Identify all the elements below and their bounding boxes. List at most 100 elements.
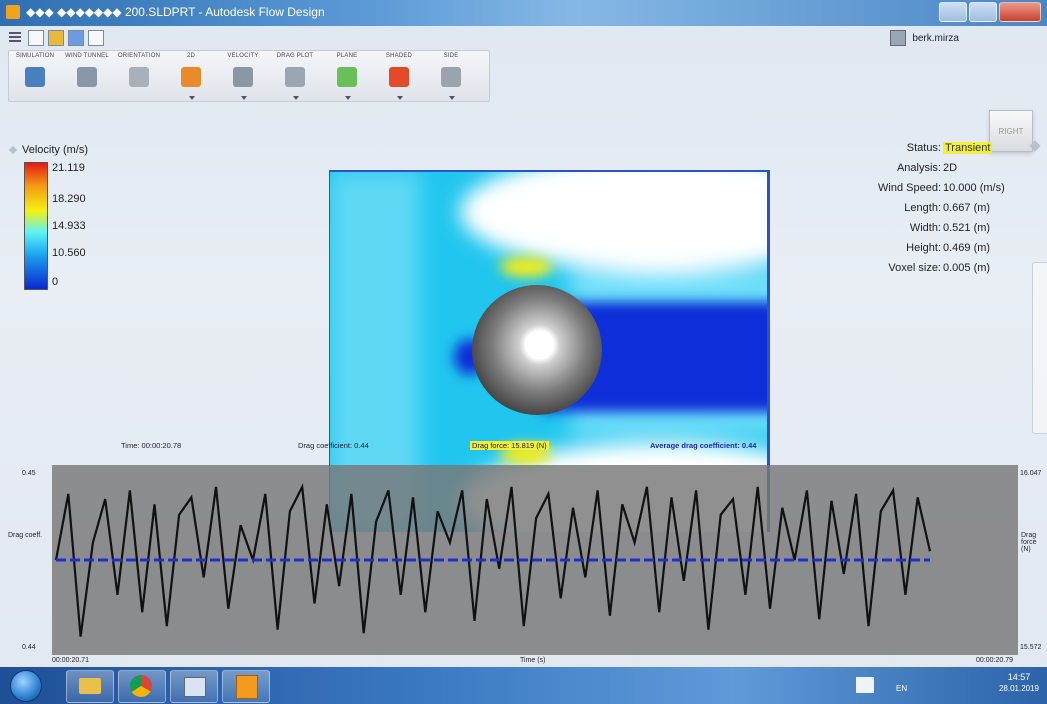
taskbar: 14:57 28.01.2019	[0, 667, 1047, 704]
right-axis-top: 16.047	[1020, 470, 1042, 477]
chevron-down-icon[interactable]	[189, 96, 195, 100]
toolbar-label: WIND TUNNEL	[65, 53, 109, 59]
chevron-down-icon[interactable]	[449, 96, 455, 100]
toolbar-plane-button[interactable]: PLANE	[321, 51, 373, 101]
left-axis-label: Drag coeff.	[8, 532, 43, 539]
legend-value: 18.290	[52, 193, 86, 205]
chevron-down-icon[interactable]	[241, 96, 247, 100]
status-key: Width:	[909, 222, 941, 234]
average-drag-readout: Average drag coefficient: 0.44	[650, 441, 757, 450]
toolbar-label: SIMULATION	[15, 53, 55, 59]
time-readout: Time: 00:00:20.78	[121, 441, 182, 450]
status-value: 10.000 (m/s)	[943, 182, 1005, 194]
x-axis-start: 00:00:20.71	[52, 657, 89, 664]
view-cube[interactable]: RIGHT	[989, 110, 1033, 152]
minimize-button[interactable]	[939, 2, 967, 22]
chevron-down-icon[interactable]	[345, 96, 351, 100]
save-icon[interactable]	[68, 30, 84, 46]
drag-plot-icon	[285, 67, 305, 87]
close-button[interactable]	[999, 2, 1041, 22]
drag-coefficient-readout: Drag coefficient: 0.44	[298, 441, 369, 450]
main-toolbar: SIMULATION WIND TUNNEL ORIENTATION 2D VELOCI…	[8, 50, 490, 102]
legend-value: 10.560	[52, 247, 86, 259]
view-cube-label: RIGHT	[998, 126, 1024, 136]
toolbar-wind-tunnel-button[interactable]: WIND TUNNEL	[61, 51, 113, 101]
legend-pin-icon[interactable]	[8, 145, 18, 155]
taskbar-app-icon[interactable]	[170, 670, 218, 703]
toolbar-label: 2D	[186, 53, 196, 59]
chevron-down-icon[interactable]	[293, 96, 299, 100]
status-key: Height:	[906, 242, 941, 254]
taskbar-chrome-icon[interactable]	[118, 670, 166, 703]
chevron-down-icon[interactable]	[397, 96, 403, 100]
left-axis-top: 0.45	[22, 470, 36, 477]
legend-value-min: 0	[52, 276, 59, 288]
toolbar-label: SIDE	[443, 53, 459, 59]
side-icon	[441, 67, 461, 87]
status-value: 0.521 (m)	[943, 222, 991, 234]
taskbar-explorer-icon[interactable]	[66, 670, 114, 703]
navigation-bar[interactable]	[1032, 262, 1047, 434]
toolbar-2d-button[interactable]: 2D	[165, 51, 217, 101]
legend-title-text: Velocity (m/s)	[22, 144, 89, 156]
new-file-icon[interactable]	[28, 30, 44, 46]
toolbar-label: PLANE	[336, 53, 358, 59]
toolbar-label: VELOCITY	[227, 53, 259, 59]
app-icon[interactable]	[6, 5, 20, 19]
toolbar-side-button[interactable]: SIDE	[425, 51, 477, 101]
title-bar: ◆◆◆ ◆◆◆◆◆◆◆ 200.SLDPRT - Autodesk Flow D…	[0, 0, 1047, 26]
status-key: Wind Speed:	[878, 182, 941, 194]
wind-tunnel-icon	[77, 67, 97, 87]
left-axis-bottom: 0.44	[22, 644, 36, 651]
velocity-color-scale	[24, 162, 48, 290]
drag-plot[interactable]	[52, 465, 1018, 655]
toolbar-simulation-button[interactable]: SIMULATION	[9, 51, 61, 101]
status-key: Analysis:	[896, 162, 941, 174]
orientation-icon	[129, 67, 149, 87]
tray-notes-icon[interactable]	[856, 677, 874, 693]
toolbar-orientation-button[interactable]: ORIENTATION	[113, 51, 165, 101]
tray-system-icons[interactable]	[918, 677, 964, 691]
status-key: Length:	[904, 202, 941, 214]
toolbar-label: ORIENTATION	[117, 53, 161, 59]
maximize-button[interactable]	[969, 2, 997, 22]
right-axis-bottom: 15.572	[1020, 644, 1042, 651]
drag-plot-canvas	[54, 483, 932, 637]
start-button[interactable]	[10, 670, 42, 702]
legend-value-max: 21.119	[52, 162, 85, 174]
window-controls	[939, 2, 1041, 22]
status-key: Voxel size:	[888, 262, 941, 274]
window-icon[interactable]	[88, 30, 104, 46]
open-file-icon[interactable]	[48, 30, 64, 46]
x-axis-label: Time (s)	[520, 657, 546, 664]
sphere-model	[472, 285, 602, 415]
clock[interactable]: 14:57 28.01.2019	[999, 671, 1039, 695]
user-account[interactable]: berk.mirza	[890, 30, 959, 46]
status-key: Status:	[906, 142, 941, 154]
velocity-icon	[233, 67, 253, 87]
toolbar-shaded-button[interactable]: SHADED	[373, 51, 425, 101]
toolbar-label: DRAG PLOT	[276, 53, 314, 59]
user-name: berk.mirza	[912, 32, 959, 44]
language-indicator[interactable]: EN	[896, 684, 908, 693]
status-value: Transient	[943, 142, 993, 154]
toolbar-drag-plot-button[interactable]: DRAG PLOT	[269, 51, 321, 101]
legend-value: 14.933	[52, 220, 86, 232]
avatar	[890, 30, 907, 46]
x-axis-end: 00:00:20.79	[976, 657, 1013, 664]
status-value: 0.667 (m)	[943, 202, 991, 214]
status-value: 0.469 (m)	[943, 242, 991, 254]
right-axis-label: Drag force (N)	[1021, 532, 1037, 553]
menu-icon[interactable]	[8, 30, 22, 44]
window-title: ◆◆◆ ◆◆◆◆◆◆◆ 200.SLDPRT - Autodesk Flow D…	[26, 5, 325, 19]
status-value: 2D	[943, 162, 958, 174]
status-value: 0.005 (m)	[943, 262, 991, 274]
2d-icon	[181, 67, 201, 87]
quick-access-bar	[0, 28, 1047, 48]
taskbar-flow-design-icon[interactable]	[222, 670, 270, 703]
drag-force-readout: Drag force: 15.819 (N)	[470, 441, 549, 450]
shaded-icon	[389, 67, 409, 87]
legend-title: Velocity (m/s)	[8, 144, 89, 156]
drag-coefficient-series	[54, 483, 932, 637]
toolbar-velocity-button[interactable]: VELOCITY	[217, 51, 269, 101]
